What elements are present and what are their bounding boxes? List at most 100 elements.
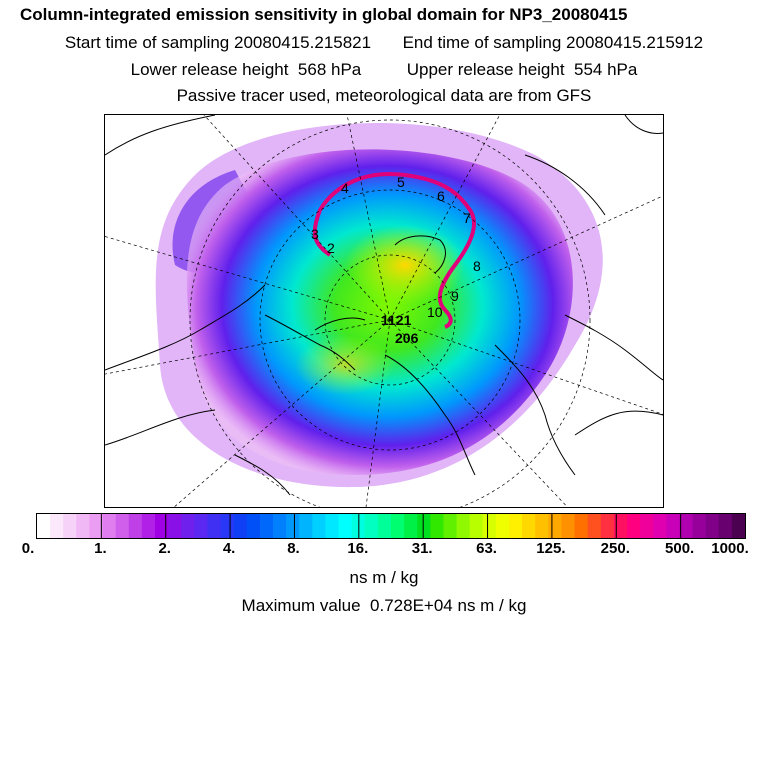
colorbar-swatch (456, 514, 471, 538)
colorbar-swatch (194, 514, 209, 538)
sensitivity-hotspot-2 (295, 335, 395, 395)
colorbar-swatch (181, 514, 195, 538)
center-label-1121: 1121 (381, 312, 412, 328)
colorbar-swatch (627, 514, 641, 538)
colorbar-swatch (377, 514, 392, 538)
colorbar-tick-label: 500. (665, 540, 695, 557)
colorbar-swatch (391, 514, 405, 538)
trajectory-label-6: 6 (437, 188, 445, 204)
end-time-value: 20080415.215912 (566, 33, 704, 52)
colorbar-swatch (404, 514, 418, 538)
colorbar-swatch (207, 514, 222, 538)
colorbar-swatch (613, 514, 628, 538)
end-time-label: End time of sampling (402, 33, 562, 52)
colorbar-tick-label: 63. (476, 540, 497, 557)
colorbar-swatch (299, 514, 313, 538)
sensitivity-field-main (186, 149, 573, 475)
plot-title: Column-integrated emission sensitivity i… (20, 5, 628, 24)
trajectory-label-7: 7 (463, 210, 471, 226)
colorbar-swatch (89, 514, 104, 538)
colorbar-swatch (233, 514, 248, 538)
colorbar-swatch (522, 514, 536, 538)
trajectory-label-3: 3 (311, 226, 319, 242)
colorbar-swatch (640, 514, 654, 538)
colorbar-swatch (587, 514, 602, 538)
colorbar-swatch (482, 514, 497, 538)
lower-height-value: 568 hPa (297, 60, 362, 79)
colorbar-swatch (273, 514, 287, 538)
colorbar-swatch (102, 514, 117, 538)
colorbar-swatch (338, 514, 353, 538)
colorbar-swatch (443, 514, 458, 538)
colorbar-swatch (417, 514, 431, 538)
colorbar-swatch (574, 514, 589, 538)
colorbar-tick-label: 2. (158, 540, 171, 557)
colorbar-units: ns m / kg (349, 568, 419, 587)
colorbar-swatch (653, 514, 667, 538)
colorbar-swatch (128, 514, 143, 538)
colorbar-swatch (731, 514, 745, 538)
max-value-units: ns m / kg (457, 596, 527, 615)
lower-height-label: Lower release height (130, 60, 289, 79)
colorbar-swatch (705, 514, 720, 538)
colorbar-tick-label: 0. (21, 540, 35, 557)
colorbar-swatch (50, 514, 64, 538)
colorbar-tick-label: 8. (287, 540, 300, 557)
colorbar-tick-label: 31. (411, 540, 433, 557)
trajectory-path (312, 172, 476, 329)
colorbar-tick-label: 4. (222, 540, 236, 557)
colorbar-swatch (168, 514, 182, 538)
trajectory-label-9: 9 (451, 288, 459, 304)
colorbar-tick-label: 1. (94, 540, 107, 557)
coastlines (105, 115, 663, 496)
colorbar-swatch (37, 514, 51, 538)
colorbar-swatch (246, 514, 261, 538)
trajectory-label-5: 5 (397, 174, 405, 190)
colorbar-swatch (430, 514, 445, 538)
colorbar-swatch (141, 514, 156, 538)
colorbar-swatch (509, 514, 523, 538)
start-time-label: Start time of sampling (64, 33, 230, 52)
colorbar-swatch (469, 514, 484, 538)
release-heights: Lower release height 568 hPa Upper relea… (0, 60, 768, 80)
colorbar-swatch (718, 514, 733, 538)
colorbar-swatch (535, 514, 549, 538)
colorbar-swatch (600, 514, 615, 538)
start-time-value: 20080415.215821 (234, 33, 372, 52)
colorbar-swatch (115, 514, 130, 538)
upper-height-label: Upper release height (406, 60, 565, 79)
trajectory-label-group: 2 3 4 5 6 7 8 9 1121 10 206 (311, 174, 481, 346)
colorbar-tick-label: 125. (536, 540, 566, 557)
sampling-times: Start time of sampling 20080415.215821 E… (0, 33, 768, 53)
center-label-206: 206 (395, 330, 419, 346)
colorbar-swatch (666, 514, 681, 538)
colorbar-swatch (259, 514, 274, 538)
colorbar-swatch (364, 514, 379, 538)
colorbar-swatch (63, 514, 77, 538)
colorbar-swatch (692, 514, 707, 538)
colorbar-tick-label: 16. (347, 540, 369, 557)
graticule (105, 115, 663, 507)
colorbar-swatch (495, 514, 510, 538)
colorbar-tick-label: 250. (600, 540, 630, 557)
trajectory-label-4: 4 (341, 180, 349, 196)
colorbar-swatch (561, 514, 576, 538)
tracer-note: Passive tracer used, meteorological data… (176, 86, 592, 105)
colorbar-swatch (548, 514, 563, 538)
upper-height-value: 554 hPa (574, 60, 638, 79)
center-label-10: 10 (427, 304, 443, 320)
colorbar-swatch (76, 514, 91, 538)
colorbar-swatch (155, 514, 169, 538)
emission-sensitivity-map: 2 3 4 5 6 7 8 9 1121 10 206 (104, 114, 664, 508)
trajectory-label-2: 2 (327, 240, 335, 256)
sensitivity-hotspot (345, 225, 465, 305)
colorbar-swatch (220, 514, 235, 538)
max-value-number: 0.728E+04 (370, 596, 453, 615)
colorbar (36, 513, 746, 539)
max-value-label: Maximum value (241, 596, 361, 615)
colorbar-swatch (679, 514, 694, 538)
maximum-value: Maximum value 0.728E+04 ns m / kg (0, 596, 768, 616)
colorbar-swatch (312, 514, 327, 538)
colorbar-tick-label: 1000. (711, 540, 749, 557)
colorbar-swatch (325, 514, 340, 538)
